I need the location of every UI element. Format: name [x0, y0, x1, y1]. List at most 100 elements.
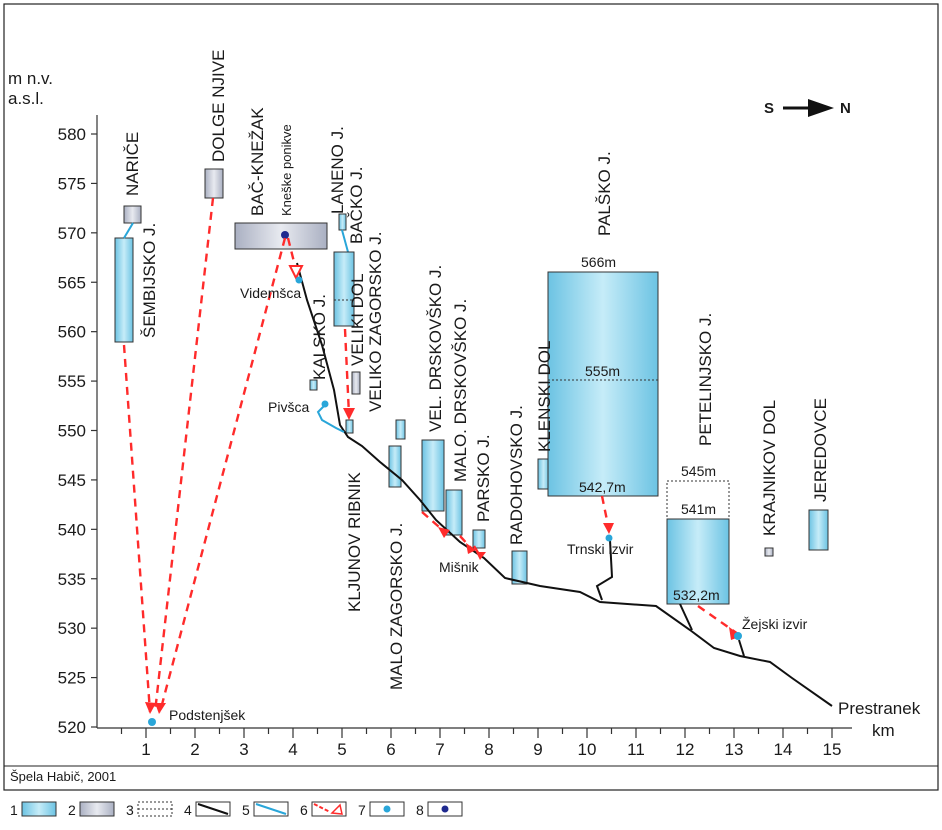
label-malo-zagorsko: MALO ZAGORSKO J. [387, 523, 406, 690]
label-kneske-ponikve: Kneške ponikve [279, 124, 294, 216]
label-laneno: LANENO J. [328, 126, 347, 214]
tracer-arrowheads [145, 265, 742, 714]
label-narice: NARIČE [123, 132, 142, 196]
y-tick-label: 570 [58, 224, 86, 243]
label-backo: BAČKO J. [347, 167, 366, 244]
label-kljunov-ribnik: KLJUNOV RIBNIK [345, 472, 364, 612]
y-tick-label: 550 [58, 422, 86, 441]
x-tick-label: 15 [823, 740, 842, 759]
label-klenski-dol: KLENSKI DOL [535, 341, 554, 453]
x-tick-label: 6 [386, 740, 395, 759]
credit-text: Špela Habič, 2001 [10, 769, 116, 784]
x-axis-ticks: 1 2 3 4 5 6 7 8 9 10 11 12 13 14 15 [120, 728, 842, 759]
legend-num-4: 4 [184, 802, 192, 818]
y-tick-label: 575 [58, 174, 86, 193]
krajnikov-dol-box [764, 547, 774, 557]
y-tick-label: 580 [58, 125, 86, 144]
legend-num-5: 5 [242, 802, 250, 818]
laneno-lake [338, 213, 347, 231]
y-tick-label: 545 [58, 471, 86, 490]
legend-num-7: 7 [358, 802, 366, 818]
petelinjsko-max-outline [666, 480, 730, 520]
legend-num-3: 3 [126, 802, 134, 818]
spring-dot-icon [383, 805, 391, 813]
x-axis-unit: km [872, 721, 895, 740]
spring-zejski-izvir [734, 632, 742, 640]
orientation-arrow: S N [764, 99, 851, 117]
y-tick-label: 525 [58, 669, 86, 688]
veliko-zagorsko-lake [395, 419, 406, 440]
tracer-paths [122, 197, 739, 713]
label-trnski-izvir: Trnski izvir [567, 541, 634, 557]
label-prestranek: Prestranek [838, 699, 921, 718]
legend-num-2: 2 [68, 802, 76, 818]
label-petelinjsko: PETELINJSKO J. [696, 313, 715, 446]
x-tick-label: 1 [141, 740, 150, 759]
spring-trnski-izvir [605, 534, 613, 542]
petelinjsko-lake [666, 518, 730, 605]
label-zejski-izvir: Žejski izvir [742, 616, 808, 632]
ponor-marker [281, 231, 289, 239]
ponor-dot-icon [441, 805, 449, 813]
label-vel-drskovsko: VEL. DRSKOVŠKO J. [426, 265, 445, 432]
label-palsko-542: 542,7m [579, 479, 626, 495]
pivsca-stream [316, 405, 345, 433]
legend-num-1: 1 [10, 802, 18, 818]
dolge-njive-box [204, 168, 224, 199]
x-tick-label: 7 [435, 740, 444, 759]
veliki-dol-box [351, 371, 361, 395]
legend: 1 2 3 4 5 6 7 8 [10, 801, 463, 818]
y-tick-label: 540 [58, 520, 86, 539]
trnski-stream [595, 539, 614, 601]
label-petelinjsko-545: 545m [681, 463, 716, 479]
x-tick-label: 5 [337, 740, 346, 759]
label-malo-drskovsko: MALO. DRSKOVŠKO J. [451, 299, 470, 482]
tracer-arrow-icon [330, 803, 343, 815]
label-veliko-zagorsko: VELIKO ZAGORSKO J. [366, 232, 385, 412]
place-labels: Videmšca Pivšca Mišnik Trnski izvir Žejs… [169, 254, 921, 723]
label-videmsca: Videmšca [240, 285, 301, 301]
y-tick-label: 535 [58, 570, 86, 589]
label-parsko: PARSKO J. [474, 434, 493, 522]
label-petelinjsko-532: 532,2m [673, 587, 720, 603]
label-palsko: PALŠKO J. [595, 151, 614, 236]
outer-frame [3, 3, 939, 791]
klenski-dol-lake [537, 458, 550, 490]
y-tick-label: 555 [58, 372, 86, 391]
label-petelinjsko-541: 541m [681, 501, 716, 517]
feature-labels: NARIČE DOLGE NJIVE BAČ-KNEŽAK Kneške pon… [123, 50, 830, 690]
jeredovce-lake [808, 509, 829, 551]
legend-swatch-terrain [79, 801, 115, 817]
south-label: S [764, 100, 774, 117]
y-tick-label: 565 [58, 273, 86, 292]
x-tick-label: 11 [627, 740, 645, 759]
y-tick-label: 520 [58, 718, 86, 737]
x-tick-label: 9 [533, 740, 542, 759]
label-bac-knezak: BAČ-KNEŽAK [248, 107, 267, 216]
label-radohovsko: RADOHOVSKO J. [507, 405, 526, 545]
x-tick-label: 13 [725, 740, 744, 759]
x-tick-label: 8 [484, 740, 493, 759]
x-tick-label: 14 [774, 740, 793, 759]
legend-swatch-lake [21, 801, 57, 817]
x-tick-label: 12 [676, 740, 695, 759]
spring-pivsca [321, 400, 329, 408]
sembijsko-connector [123, 222, 134, 239]
y-axis-ticks: 520 525 530 535 540 545 550 555 560 565 570 575 580 [58, 125, 97, 737]
spring-videmsca [295, 276, 303, 284]
legend-num-8: 8 [416, 802, 424, 818]
label-krajnikov-dol: KRAJNIKOV DOL [760, 400, 779, 536]
palsko-lake [547, 271, 659, 497]
label-dolge-njive: DOLGE NJIVE [209, 50, 228, 162]
label-misnik: Mišnik [439, 559, 480, 575]
vel-drskovsko-lake [421, 439, 445, 512]
malo-drskovsko-lake [445, 489, 463, 536]
backo-lake [333, 251, 355, 327]
y-tick-label: 560 [58, 323, 86, 342]
label-kalsko: KALSKO J. [310, 294, 329, 380]
label-podstenjsek: Podstenjšek [169, 707, 246, 723]
x-tick-label: 4 [288, 740, 297, 759]
label-pivsca: Pivšca [268, 399, 309, 415]
